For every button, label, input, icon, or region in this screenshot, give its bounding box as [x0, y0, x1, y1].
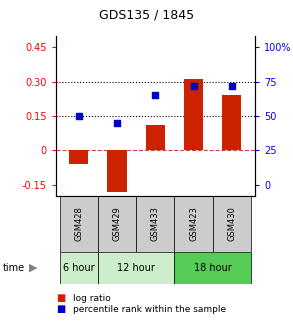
- Text: GSM430: GSM430: [227, 207, 236, 241]
- Point: [115, 120, 119, 126]
- Bar: [174, 196, 213, 252]
- Bar: [146, 125, 165, 150]
- Text: GSM423: GSM423: [189, 207, 198, 241]
- Text: 6 hour: 6 hour: [63, 263, 94, 273]
- Text: percentile rank within the sample: percentile rank within the sample: [73, 304, 226, 314]
- Text: ■: ■: [56, 304, 65, 314]
- Text: 12 hour: 12 hour: [117, 263, 155, 273]
- Bar: [222, 95, 241, 150]
- Bar: [213, 196, 251, 252]
- Bar: [59, 252, 98, 284]
- Bar: [59, 196, 98, 252]
- Bar: [174, 252, 251, 284]
- Text: ▶: ▶: [29, 263, 38, 273]
- Text: GSM428: GSM428: [74, 207, 83, 241]
- Bar: [98, 196, 136, 252]
- Bar: [69, 150, 88, 164]
- Text: time: time: [3, 263, 25, 273]
- Bar: [108, 150, 127, 192]
- Text: ■: ■: [56, 293, 65, 303]
- Point: [230, 83, 234, 89]
- Text: GSM429: GSM429: [113, 207, 122, 241]
- Text: GSM433: GSM433: [151, 206, 160, 242]
- Bar: [98, 252, 174, 284]
- Text: GDS135 / 1845: GDS135 / 1845: [99, 8, 194, 21]
- Text: 18 hour: 18 hour: [194, 263, 232, 273]
- Point: [76, 113, 81, 119]
- Point: [153, 93, 158, 98]
- Bar: [136, 196, 174, 252]
- Bar: [184, 79, 203, 150]
- Text: log ratio: log ratio: [73, 294, 111, 303]
- Point: [191, 83, 196, 89]
